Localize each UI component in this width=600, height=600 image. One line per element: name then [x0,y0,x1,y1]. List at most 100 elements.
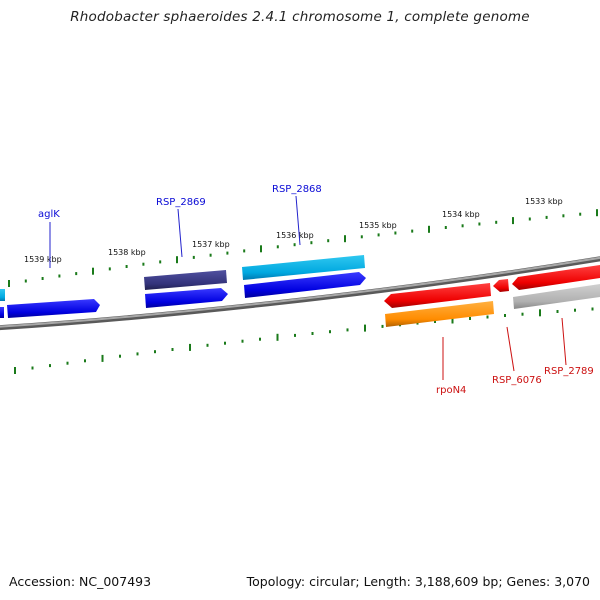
tick-mark [259,337,261,341]
tick-mark [92,267,94,275]
gene-feature[interactable] [513,284,600,309]
tick-mark [329,330,331,334]
tick-mark [58,274,61,278]
gene-feature[interactable] [512,265,600,290]
tick-mark [24,279,27,283]
gene-feature[interactable] [0,307,4,318]
tick-mark [224,341,226,345]
kbp-label: 1533 kbp [525,197,563,206]
gene-feature[interactable] [144,270,227,290]
tick-mark [66,361,69,365]
tick-mark [434,320,436,323]
kbp-label: 1537 kbp [192,240,230,249]
forward-strand-features [0,255,366,318]
tick-mark [41,277,44,280]
tick-mark [206,343,209,347]
tick-mark [539,309,541,317]
tick-mark [596,209,598,217]
tick-mark [360,235,363,239]
topology-text: Topology: circular; Length: 3,188,609 bp… [246,574,590,589]
tick-mark [243,249,246,253]
tick-mark [119,354,121,358]
tick-mark [276,333,279,341]
tick-mark [192,255,195,259]
kbp-label: 1538 kbp [108,248,146,257]
tick-mark [75,272,78,276]
tick-mark [381,324,384,328]
tick-mark [31,366,34,370]
tick-mark [521,312,524,316]
chromosome-backbone [0,256,600,331]
kbp-label: 1539 kbp [24,255,62,264]
gene-feature[interactable] [493,279,509,292]
tick-mark [101,354,104,362]
tick-mark [486,315,489,319]
tick-mark [377,233,380,237]
tick-mark [327,239,330,243]
gene-label-RSP_6076[interactable]: RSP_6076 [492,375,542,386]
tick-mark [579,212,582,216]
tick-mark [478,222,481,226]
tick-mark [574,308,576,312]
gene-labels: aglK RSP_2869 RSP_2868 rpoN4 RSP_6076 RS… [38,184,594,396]
tick-mark [495,220,498,224]
tick-mark [504,314,506,317]
gene-feature[interactable] [385,301,494,327]
tick-mark [461,224,464,228]
gene-feature[interactable] [384,283,491,308]
tick-mark [310,241,313,245]
gene-label-aglK[interactable]: aglK [38,209,60,220]
kbp-label: 1535 kbp [359,221,397,230]
tick-mark [136,352,139,356]
tick-mark [545,215,548,219]
tick-mark [260,245,262,253]
gene-label-RSP_2789[interactable]: RSP_2789 [544,366,594,377]
tick-mark [154,350,156,354]
tick-mark [394,231,397,235]
outer-tick-track [8,209,598,287]
tick-mark [469,317,471,320]
tick-mark [428,225,430,233]
gene-feature[interactable] [7,299,100,318]
tick-mark [293,243,296,247]
tick-mark [159,260,162,264]
tick-mark [276,245,279,249]
tick-mark [125,265,128,268]
tick-mark [14,367,16,374]
tick-mark [364,324,366,332]
kbp-label: 1534 kbp [442,210,480,219]
accession-text: Accession: NC_007493 [9,574,152,589]
tick-mark [411,229,414,233]
tick-mark [176,256,178,264]
tick-mark [444,226,447,229]
tick-mark [556,310,559,313]
tick-mark [226,251,229,255]
tick-mark [142,262,145,266]
tick-mark [8,280,10,287]
tick-mark [562,214,565,218]
tick-mark [49,364,51,368]
gene-label-RSP_2868[interactable]: RSP_2868 [272,184,322,195]
gene-label-rpoN4[interactable]: rpoN4 [436,385,466,396]
tick-mark [528,217,531,221]
reverse-strand-features [384,265,600,327]
tick-mark [451,316,454,324]
tick-mark [241,339,244,343]
tick-mark [108,267,111,271]
gene-feature[interactable] [145,288,228,308]
tick-mark [591,307,594,311]
tick-mark [346,328,349,332]
tick-mark [171,348,174,351]
gene-feature[interactable] [244,272,366,298]
gene-feature[interactable] [242,255,365,280]
tick-mark [344,235,346,243]
inner-tick-track [14,307,594,374]
tick-mark [311,332,314,335]
kbp-label: 1536 kbp [276,231,314,240]
tick-mark [84,359,86,363]
gene-label-RSP_2869[interactable]: RSP_2869 [156,197,206,208]
gene-feature[interactable] [0,289,5,301]
kbp-labels: 1539 kbp 1538 kbp 1537 kbp 1536 kbp 1535… [24,197,563,264]
tick-mark [189,343,191,351]
